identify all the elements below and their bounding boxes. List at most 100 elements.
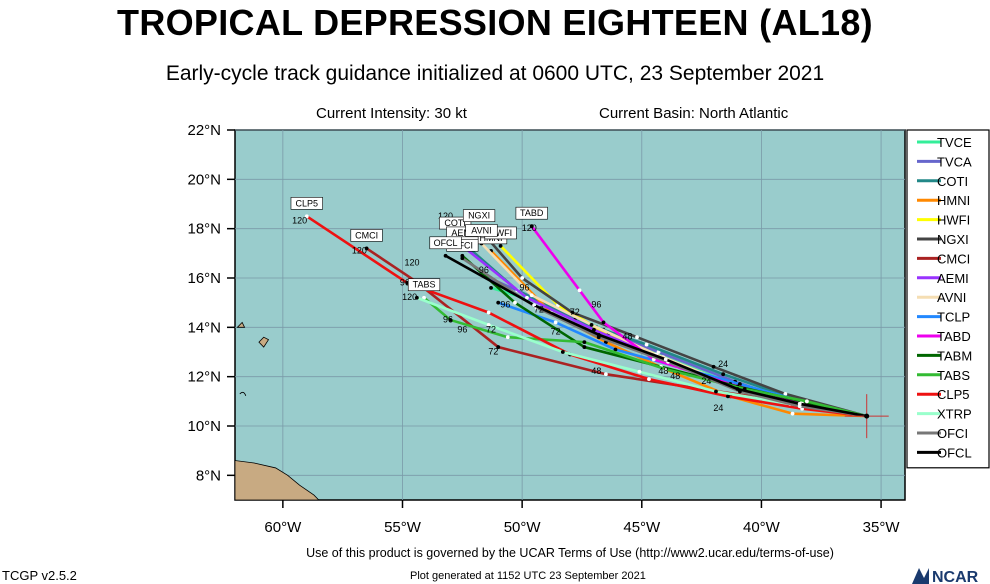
forecast-hour-label: 48 (591, 366, 601, 376)
x-tick-label: 40°W (743, 519, 781, 536)
forecast-hour-label: 24 (701, 376, 711, 386)
island-coast (239, 391, 247, 397)
track-point-clp5 (486, 310, 491, 315)
forecast-hour-label: 96 (400, 277, 410, 287)
track-point-cmci (496, 345, 501, 349)
track-point-xtrp (486, 322, 491, 327)
legend-label-tabs: TABS (937, 368, 970, 383)
track-point-ngxi (711, 364, 716, 369)
forecast-hour-label: 96 (591, 300, 601, 310)
legend-label-ngxi: NGXI (937, 232, 969, 247)
legend-label-tvca: TVCA (937, 154, 972, 169)
track-point-ofcl (532, 303, 537, 308)
x-tick-label: 55°W (384, 519, 422, 536)
ncar-logo: NCAR (912, 568, 979, 584)
track-point-clp5 (647, 377, 651, 382)
track-point-clp5 (304, 214, 309, 219)
track-point-ngxi (635, 335, 639, 340)
model-label-ofci: OFCI (452, 240, 474, 250)
track-point-xtrp (637, 369, 642, 374)
current-intensity: Current Intensity: 30 kt (316, 105, 467, 122)
model-label-box (290, 197, 323, 210)
track-point-ngxi (520, 276, 525, 280)
forecast-hour-label: 48 (658, 366, 668, 376)
forecast-hour-label: 24 (713, 403, 723, 413)
track-point-coti (721, 372, 726, 377)
track-point-cmci (603, 372, 608, 377)
track-point-tvca (656, 350, 661, 354)
y-tick-label: 22°N (187, 122, 221, 139)
terms-of-use: Use of this product is governed by the U… (306, 546, 834, 560)
version-label: TCGP v2.5.2 (2, 568, 77, 583)
model-label-avni: AVNI (471, 225, 491, 235)
initial-position-dot (864, 413, 870, 419)
legend-label-hmni: HMNI (937, 193, 970, 208)
track-point-tabs (582, 340, 587, 345)
track-point-avni (529, 293, 534, 298)
legend-label-tabm: TABM (937, 348, 972, 363)
chart-title: TROPICAL DEPRESSION EIGHTEEN (AL18) (117, 2, 873, 43)
legend: TVCE TVCA COTI HMNI HWFI NGXI CMCI AEMI AVNI TCLP… (906, 129, 990, 469)
track-point-cmci (364, 246, 369, 251)
track-point-tabd (529, 224, 534, 229)
forecast-hour-label: 120 (405, 258, 420, 268)
track-point-xtrp (714, 389, 718, 394)
current-basin: Current Basin: North Atlantic (599, 105, 789, 122)
forecast-hour-label: 96 (457, 324, 467, 334)
forecast-hour-label: 48 (622, 332, 632, 342)
x-tick-label: 50°W (504, 519, 542, 536)
legend-label-clp5: CLP5 (937, 387, 970, 402)
land-masses (234, 321, 320, 501)
forecast-hour-label: 120 (292, 216, 307, 226)
model-label-tabs: TABS (413, 280, 436, 290)
track-point-tabd (577, 288, 582, 293)
forecast-hour-label: 48 (670, 371, 680, 381)
track-point-ofci (460, 256, 465, 261)
forecast-hour-label: 120 (352, 245, 367, 255)
model-label-hwfi: HWFI (489, 228, 512, 238)
model-label-box (407, 278, 441, 292)
model-label-box (350, 229, 383, 242)
model-label-aemi: AEMI (451, 228, 473, 238)
track-point-xtrp (560, 350, 565, 354)
track-point-tabs (804, 399, 809, 404)
south-america-land (234, 460, 320, 501)
model-label-tabd: TABD (520, 208, 544, 218)
track-point-tabm (513, 300, 517, 305)
track-point-tclp (613, 347, 618, 352)
track-point-avni (589, 322, 594, 327)
legend-label-ofci: OFCI (937, 426, 968, 441)
y-tick-label: 14°N (187, 319, 221, 336)
y-tick-label: 12°N (187, 369, 221, 386)
legend-label-coti: COTI (937, 174, 968, 189)
forecast-hour-label: 72 (488, 346, 498, 356)
model-label-ngxi: NGXI (468, 211, 490, 221)
track-point-tabs (448, 318, 453, 322)
forecast-hour-label: 96 (443, 314, 453, 324)
x-tick-label: 45°W (623, 519, 661, 536)
forecast-hour-label: 72 (551, 327, 561, 337)
model-label-box (515, 206, 548, 220)
svg-text:NCAR: NCAR (932, 569, 979, 584)
model-label-box (465, 224, 498, 237)
plot-generated: Plot generated at 1152 UTC 23 September … (410, 570, 646, 582)
model-label-ofcl: OFCL (434, 238, 458, 248)
legend-label-ofcl: OFCL (937, 445, 972, 460)
forecast-hour-label: 96 (520, 282, 530, 292)
track-point-tabs (505, 335, 510, 340)
island-land (258, 336, 270, 348)
legend-label-tvce: TVCE (937, 135, 972, 150)
track-point-clp5 (726, 394, 730, 399)
track-point-xtrp (414, 295, 419, 300)
island-land (236, 321, 246, 328)
track-labels: 1201201201201201201209696969696969672727… (290, 197, 728, 413)
track-point-ngxi (783, 392, 788, 396)
legend-label-hwfi: HWFI (937, 213, 970, 228)
track-point-hwfi (498, 244, 503, 248)
track-point-ofcl (797, 401, 802, 406)
track-point-coti (644, 342, 649, 347)
forecast-hour-label: 72 (534, 305, 544, 315)
legend-label-xtrp: XTRP (937, 407, 972, 422)
forecast-hour-label: 72 (486, 324, 496, 334)
